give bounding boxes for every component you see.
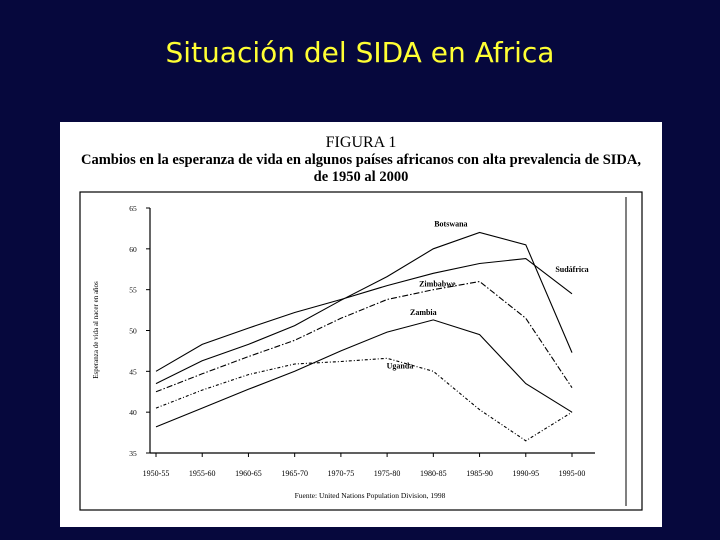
x-tick-label: 1980-85 bbox=[420, 469, 447, 478]
figure-panel: FIGURA 1 Cambios en la esperanza de vida… bbox=[60, 122, 662, 527]
plot-frame bbox=[79, 191, 643, 511]
series-line-uganda bbox=[155, 357, 573, 442]
y-tick-label: 65 bbox=[129, 204, 137, 213]
x-tick-label: 1960-65 bbox=[235, 469, 262, 478]
series-line-sudfrica bbox=[155, 258, 573, 372]
series-label: Zambia bbox=[410, 308, 437, 317]
x-tick-label: 1975-80 bbox=[374, 469, 401, 478]
series-line-botswana bbox=[155, 231, 573, 385]
x-tick-label: 1985-90 bbox=[466, 469, 493, 478]
x-tick-label: 1965-70 bbox=[281, 469, 308, 478]
x-tick-label: 1955-60 bbox=[189, 469, 216, 478]
slide-title: Situación del SIDA en Africa bbox=[165, 36, 555, 69]
series-line-zambia bbox=[155, 319, 573, 428]
x-tick-label: 1995-00 bbox=[559, 469, 586, 478]
series-label: Zimbabwe bbox=[419, 280, 456, 289]
x-tick-label: 1950-55 bbox=[143, 469, 170, 478]
series-label: Uganda bbox=[387, 361, 414, 370]
y-tick-label: 60 bbox=[129, 245, 137, 254]
series-label: Botswana bbox=[434, 220, 467, 229]
figure-number: FIGURA 1 bbox=[325, 134, 397, 151]
x-tick-label: 1970-75 bbox=[328, 469, 355, 478]
x-tick-label: 1990-95 bbox=[512, 469, 539, 478]
y-tick-label: 50 bbox=[129, 327, 137, 336]
y-tick-label: 35 bbox=[129, 449, 137, 458]
y-tick-label: 55 bbox=[129, 286, 137, 295]
life-expectancy-chart: 35 40 45 50 55 60 65 1950-55 1955-60 1960-65 1965… bbox=[79, 191, 643, 511]
series-label: Sudáfrica bbox=[555, 265, 588, 274]
source-note: Fuente: United Nations Population Divisi… bbox=[295, 491, 446, 500]
y-axis-label: Esperanza de vida al nacer en años bbox=[92, 281, 100, 379]
series-line-zimbabwe bbox=[155, 280, 573, 393]
y-tick-label: 40 bbox=[129, 408, 137, 417]
figure-caption: Cambios en la esperanza de vida en algun… bbox=[80, 152, 642, 185]
y-tick-label: 45 bbox=[129, 367, 137, 376]
